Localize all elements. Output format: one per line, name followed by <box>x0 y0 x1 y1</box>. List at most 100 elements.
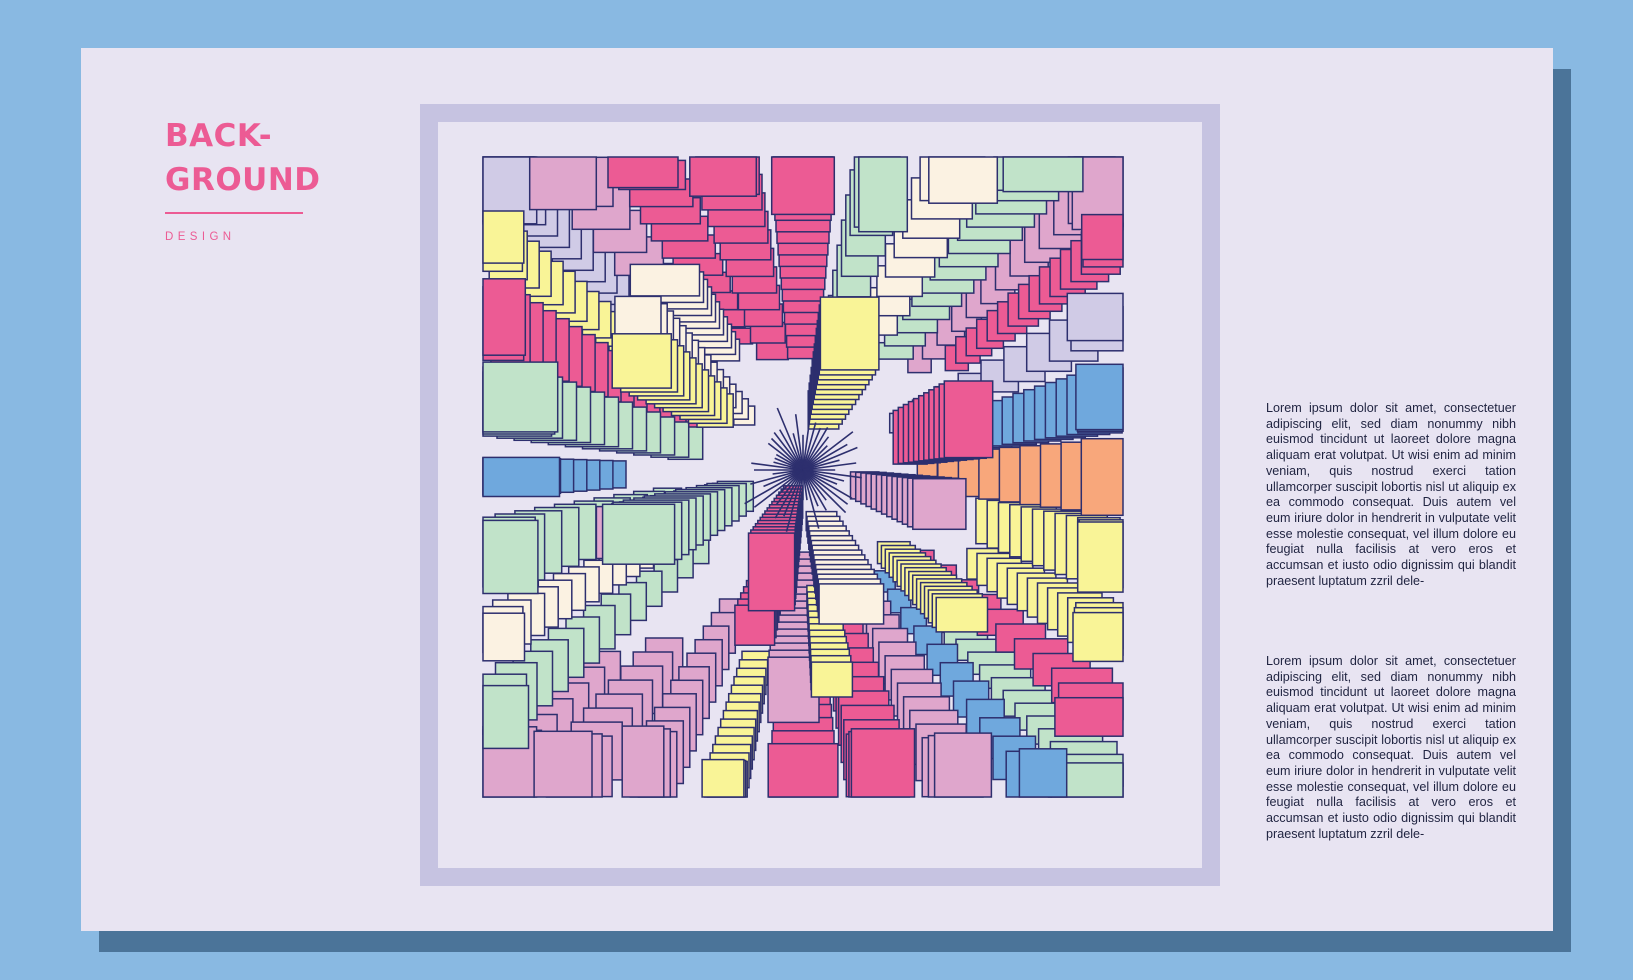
poster-card: BACK- GROUND DESIGN Lorem ipsum dolor si… <box>81 48 1553 931</box>
ray-line <box>770 437 804 471</box>
block-face <box>818 583 885 625</box>
ray-line <box>802 427 822 471</box>
block-face <box>482 456 561 498</box>
ray-line <box>774 469 804 519</box>
ray-line <box>763 469 804 488</box>
block-face <box>1066 292 1124 342</box>
block-face <box>1072 611 1124 663</box>
ray-line <box>785 469 804 532</box>
ray-line <box>802 436 830 471</box>
block-face <box>943 380 994 459</box>
ray-line <box>783 469 804 517</box>
block-stack <box>892 380 994 465</box>
vanishing-rays <box>744 407 862 532</box>
block-stack <box>621 598 743 798</box>
ray-line <box>802 459 840 471</box>
ray-line <box>792 433 804 471</box>
ray-line <box>802 422 817 471</box>
block-stack <box>629 263 741 362</box>
block-face <box>928 156 999 204</box>
block-face <box>611 333 673 389</box>
block-face <box>482 684 530 750</box>
ray-line <box>802 443 848 471</box>
block-stack <box>689 156 789 361</box>
block-stack <box>859 600 993 798</box>
block-stack <box>482 536 710 750</box>
ray-line <box>802 469 845 482</box>
block-stack <box>805 510 885 625</box>
block-stack <box>770 156 836 360</box>
ray-line <box>767 442 804 471</box>
ray-line <box>750 469 804 485</box>
ray-line <box>802 469 849 505</box>
block-face <box>935 596 989 633</box>
ray-line <box>802 469 853 499</box>
ray-line <box>802 469 827 511</box>
block-face <box>689 156 758 197</box>
ray-line <box>802 410 812 471</box>
ray-line <box>751 462 804 471</box>
block-stack <box>482 456 627 498</box>
block-stack <box>611 333 734 428</box>
ray-line <box>802 469 862 479</box>
block-face <box>1076 521 1124 593</box>
block-face <box>1054 696 1124 737</box>
block-face <box>933 732 993 798</box>
title-divider <box>165 212 303 214</box>
block-face <box>607 156 679 189</box>
artwork-frame <box>420 104 1220 886</box>
block-face <box>482 361 559 433</box>
ray-line <box>794 414 804 471</box>
block-face <box>621 725 665 798</box>
ray-line <box>802 426 829 471</box>
block-face <box>819 296 880 371</box>
ray-line <box>802 469 819 507</box>
ray-line <box>753 469 804 508</box>
ray-line <box>775 469 804 506</box>
block-face <box>858 156 909 233</box>
block-stacks <box>482 156 1124 798</box>
page-title: BACK- GROUND <box>165 114 321 202</box>
ray-line <box>802 446 858 471</box>
block-face <box>528 156 598 211</box>
block-stack <box>533 637 684 798</box>
ray-line <box>744 469 804 505</box>
ray-line <box>779 429 804 471</box>
ray-line <box>802 469 827 501</box>
block-stack <box>876 540 989 633</box>
ray-line <box>776 407 804 471</box>
block-face <box>482 210 525 264</box>
body-paragraph-1: Lorem ipsum dolor sit amet, consectetuer… <box>1266 401 1516 588</box>
ray-line <box>773 432 804 471</box>
ray-line <box>802 431 854 471</box>
block-stack <box>807 296 880 430</box>
title-line-1: BACK- <box>165 118 273 154</box>
block-face <box>810 661 854 698</box>
block-face <box>1002 156 1084 193</box>
body-paragraph-2: Lorem ipsum dolor sit amet, consectetuer… <box>1266 654 1516 841</box>
block-face <box>747 532 796 612</box>
block-face <box>482 612 526 662</box>
block-face <box>912 477 967 531</box>
block-stack <box>601 480 755 565</box>
block-stack <box>944 213 1124 372</box>
ray-line <box>802 469 847 514</box>
ray-line <box>802 469 820 529</box>
block-face <box>482 519 539 595</box>
block-stack <box>873 570 1068 798</box>
block-face <box>629 263 701 297</box>
ray-line <box>794 469 804 531</box>
block-face <box>734 604 776 646</box>
block-face <box>1080 437 1124 517</box>
subtitle: DESIGN <box>165 231 236 243</box>
block-face <box>1080 213 1124 261</box>
block-face <box>1018 748 1068 798</box>
block-face <box>701 758 745 798</box>
block-stack <box>701 650 771 798</box>
block-face <box>614 295 662 339</box>
title-line-2: GROUND <box>165 162 321 198</box>
block-stack <box>975 497 1124 593</box>
block-face <box>1075 363 1124 431</box>
block-stack <box>482 361 704 461</box>
block-face <box>770 156 836 216</box>
